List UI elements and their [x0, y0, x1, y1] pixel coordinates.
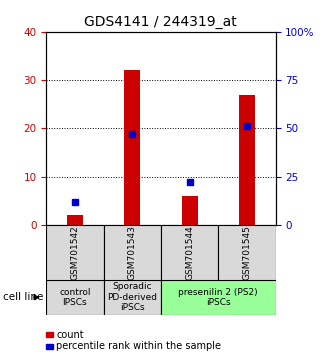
FancyBboxPatch shape [46, 280, 104, 315]
Text: control
IPSCs: control IPSCs [59, 288, 91, 307]
Text: GSM701545: GSM701545 [242, 225, 251, 280]
Bar [239, 95, 255, 225]
Title: GDS4141 / 244319_at: GDS4141 / 244319_at [84, 16, 237, 29]
Text: GSM701542: GSM701542 [70, 225, 80, 280]
Text: GSM701544: GSM701544 [185, 225, 194, 280]
FancyBboxPatch shape [161, 225, 218, 280]
FancyBboxPatch shape [161, 280, 276, 315]
Text: count: count [56, 330, 84, 339]
Bar [124, 70, 140, 225]
Text: percentile rank within the sample: percentile rank within the sample [56, 341, 221, 351]
FancyBboxPatch shape [104, 225, 161, 280]
Text: GSM701543: GSM701543 [128, 225, 137, 280]
FancyBboxPatch shape [218, 225, 276, 280]
FancyBboxPatch shape [104, 280, 161, 315]
Text: cell line: cell line [3, 292, 44, 302]
Text: Sporadic
PD-derived
iPSCs: Sporadic PD-derived iPSCs [107, 282, 157, 312]
Bar [67, 215, 83, 225]
Text: presenilin 2 (PS2)
iPSCs: presenilin 2 (PS2) iPSCs [179, 288, 258, 307]
Bar [182, 196, 198, 225]
FancyBboxPatch shape [46, 225, 104, 280]
